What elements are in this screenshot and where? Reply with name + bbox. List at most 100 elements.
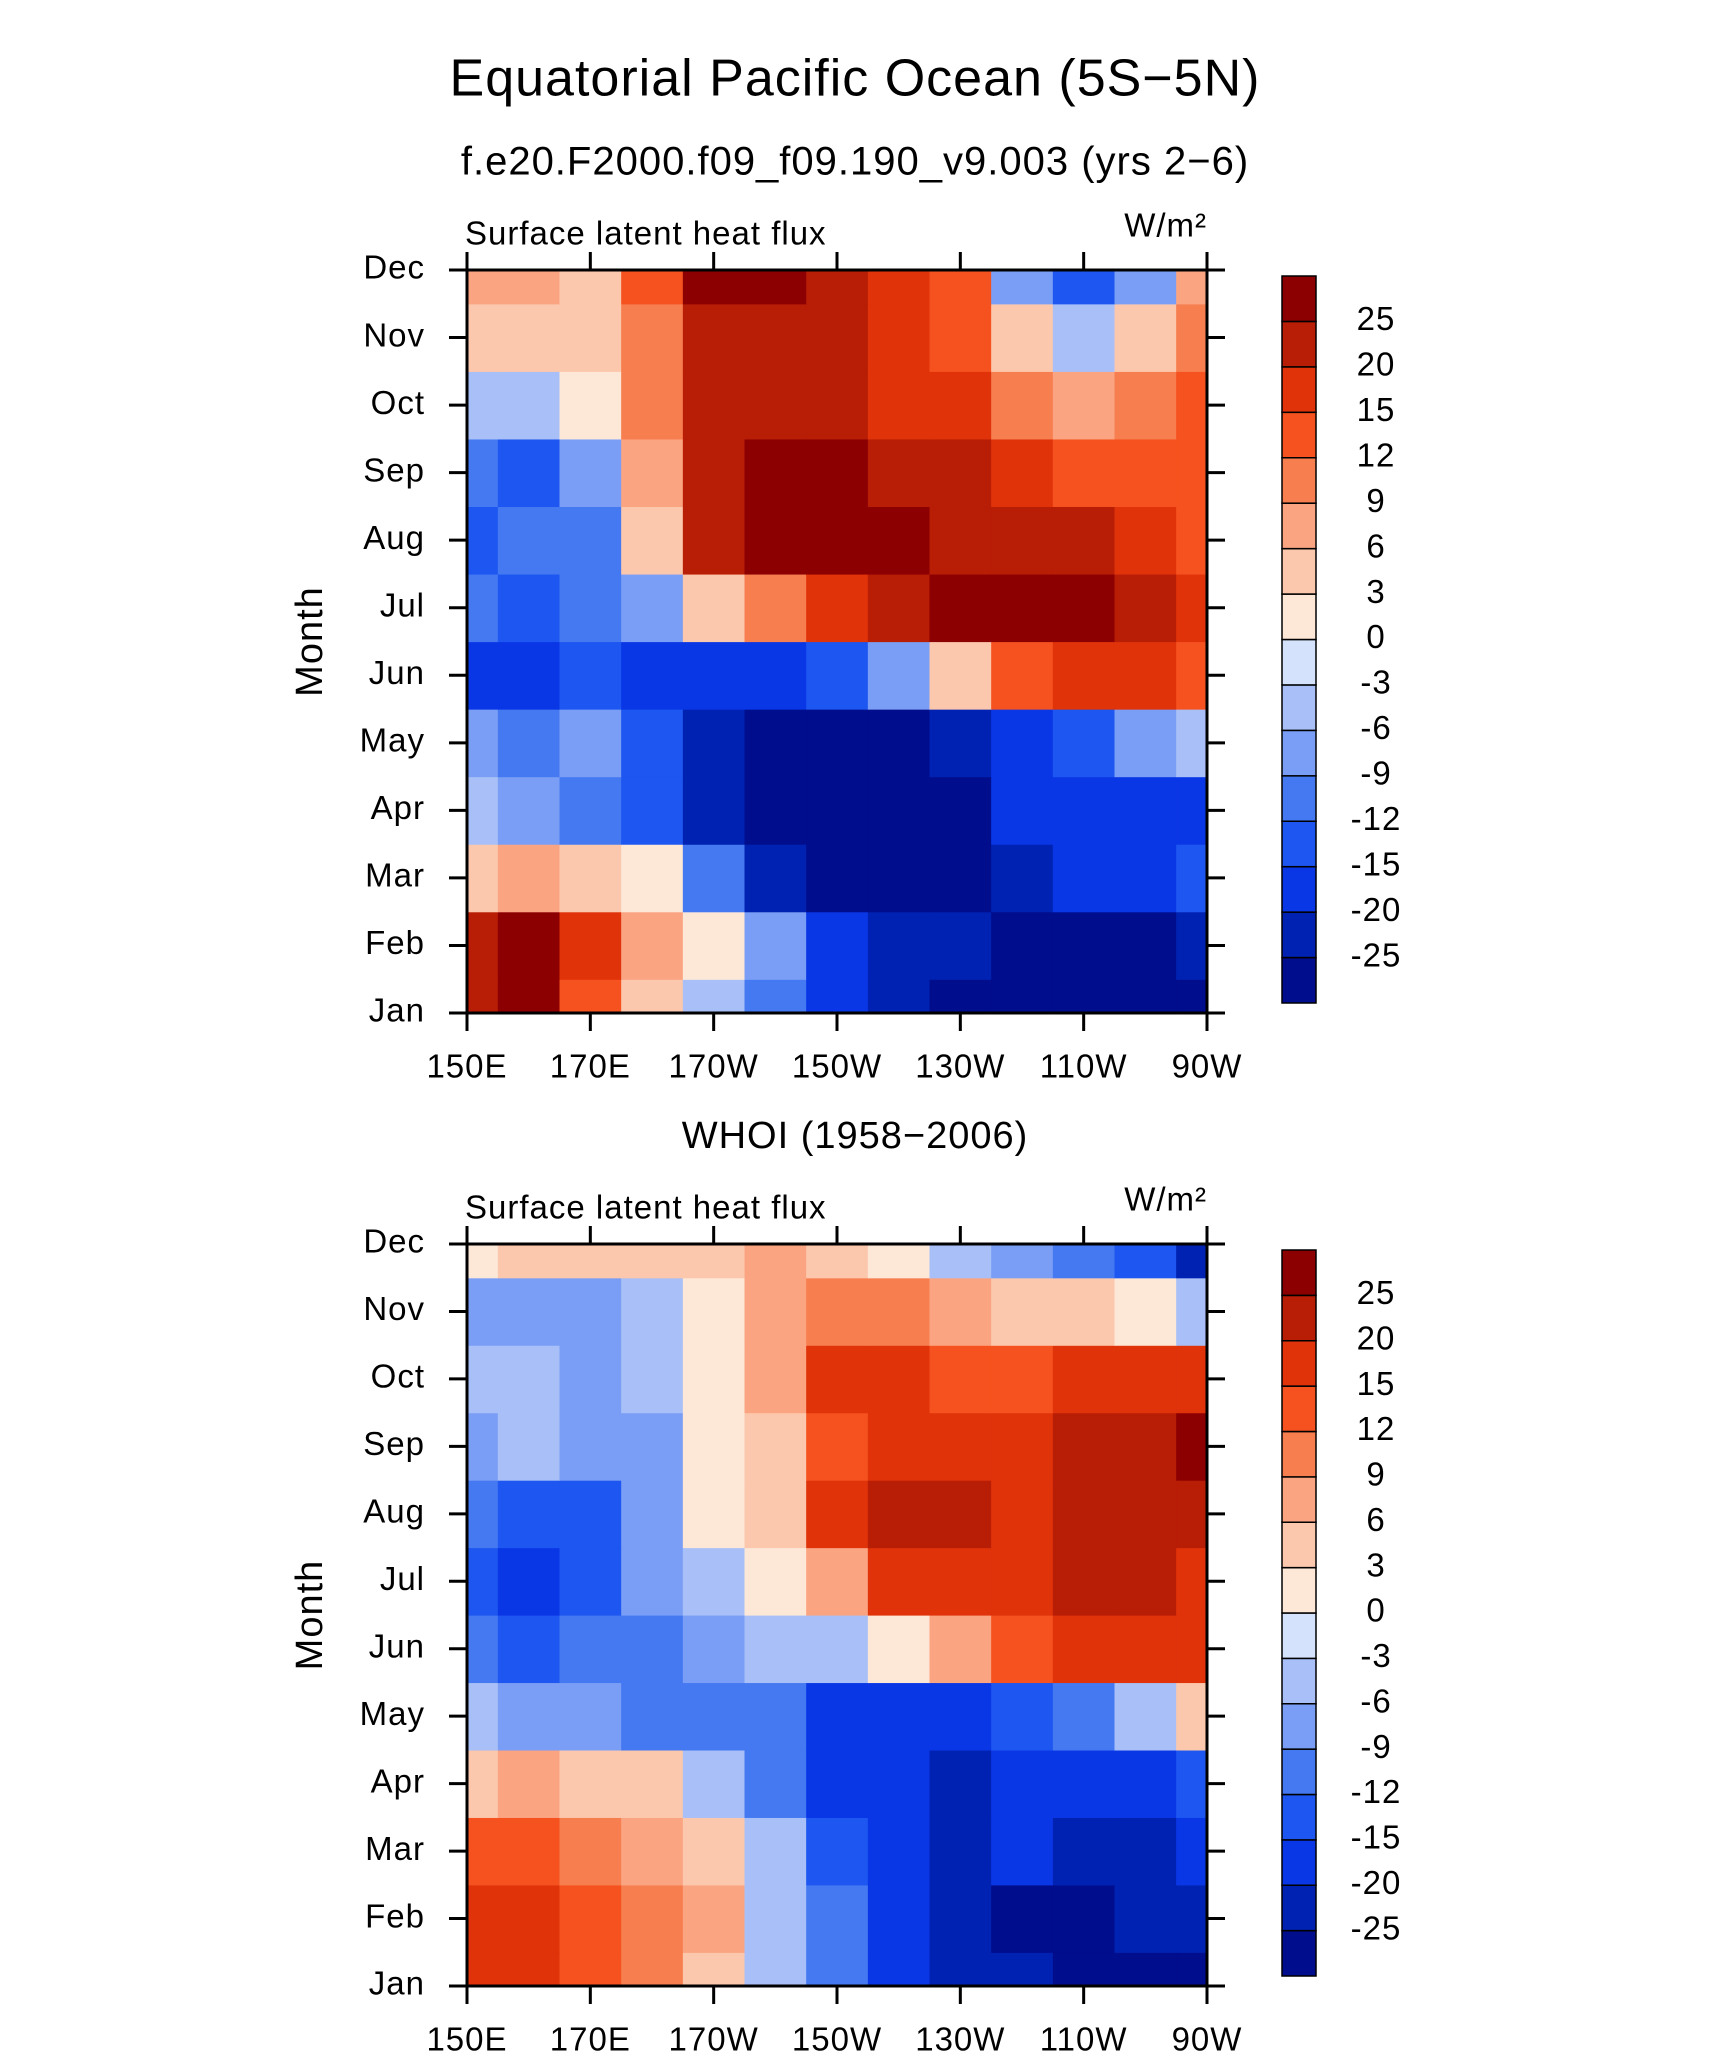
heat-cell xyxy=(559,911,622,980)
heat-cell xyxy=(1052,1817,1116,1886)
colorbar-label: -9 xyxy=(1360,1728,1391,1765)
heat-cell xyxy=(1114,1749,1177,1818)
heat-cell xyxy=(929,1817,992,1886)
heat-cell xyxy=(682,1884,746,1953)
heat-cell xyxy=(744,270,807,305)
y-tick-label: Sep xyxy=(363,1425,425,1462)
heat-cell xyxy=(806,911,869,980)
y-tick-label: Jun xyxy=(369,654,425,691)
heat-cell xyxy=(806,1749,869,1818)
heat-cell xyxy=(744,776,807,845)
heat-cell xyxy=(744,1615,807,1684)
heat-cell xyxy=(744,641,807,710)
heat-cell xyxy=(1176,371,1208,440)
colorbar-box xyxy=(1281,1476,1317,1523)
heat-cell xyxy=(991,1412,1054,1481)
heat-cell xyxy=(929,844,992,913)
colorbar-box xyxy=(1281,1793,1317,1841)
colorbar-box xyxy=(1281,593,1317,641)
heat-cell xyxy=(559,979,622,1014)
heat-cell xyxy=(467,1884,499,1953)
heat-cell xyxy=(929,1615,992,1684)
colorbar-box xyxy=(1281,1839,1317,1886)
heat-cell xyxy=(744,1480,807,1549)
heat-cell xyxy=(621,709,684,778)
heat-cell xyxy=(1052,709,1116,778)
x-tick-label: 170W xyxy=(669,1048,759,1085)
heat-cell xyxy=(1114,1682,1177,1751)
heat-cell xyxy=(497,303,561,372)
heat-cell xyxy=(467,1277,499,1346)
heat-cell xyxy=(497,1345,561,1414)
colorbar-label: 20 xyxy=(1357,1319,1396,1356)
heat-cell xyxy=(621,1682,684,1751)
heat-cell xyxy=(744,1277,807,1346)
heat-cell xyxy=(1052,911,1116,980)
heat-cell xyxy=(682,1345,746,1414)
heat-cell xyxy=(1114,709,1177,778)
heat-cell xyxy=(744,438,807,508)
heat-cell xyxy=(806,270,869,305)
heat-cell xyxy=(929,1277,992,1346)
heat-cell xyxy=(744,1749,807,1818)
heat-cell xyxy=(621,911,684,980)
colorbar-label: 15 xyxy=(1357,391,1396,428)
heat-cell xyxy=(559,1884,622,1953)
x-tick-label: 170E xyxy=(550,1048,631,1085)
colorbar-box xyxy=(1281,1703,1317,1750)
heat-cell xyxy=(929,1952,992,1987)
heat-cell xyxy=(806,844,869,913)
colorbar-label: -15 xyxy=(1351,1819,1402,1856)
heat-cell xyxy=(559,438,622,508)
heat-cell xyxy=(744,844,807,913)
heat-cell xyxy=(991,1345,1054,1414)
y-tick-label: Apr xyxy=(371,789,425,826)
heat-cell xyxy=(991,1244,1054,1279)
heat-cell xyxy=(991,709,1054,778)
heat-cell xyxy=(991,1817,1054,1886)
heat-cell xyxy=(467,776,499,845)
heat-cell xyxy=(559,1345,622,1414)
colorbar-box xyxy=(1281,411,1317,459)
heat-cell xyxy=(621,844,684,913)
heat-cell xyxy=(867,1244,931,1279)
heat-cell xyxy=(1176,1884,1208,1953)
heat-cell xyxy=(1052,1244,1116,1279)
heat-cell xyxy=(467,573,499,643)
heat-cell xyxy=(497,776,561,845)
heat-cell xyxy=(467,709,499,778)
heat-cell xyxy=(867,1547,931,1616)
colorbar-box xyxy=(1281,684,1317,732)
colorbar-label: -6 xyxy=(1360,709,1391,746)
colorbar-box xyxy=(1281,1566,1317,1614)
heat-cell xyxy=(744,709,807,778)
heat-cell xyxy=(467,1952,499,1987)
y-tick-label: Aug xyxy=(363,1493,425,1530)
heat-cell xyxy=(682,506,746,575)
heat-cell xyxy=(621,1547,684,1616)
heat-cell xyxy=(991,776,1054,845)
heat-cell xyxy=(497,1277,561,1346)
heat-cell xyxy=(806,776,869,845)
x-tick-label: 90W xyxy=(1172,1048,1243,1085)
heat-cell xyxy=(1114,506,1177,575)
heat-cell xyxy=(806,1952,869,1987)
heat-cell xyxy=(806,438,869,508)
heat-cell xyxy=(744,371,807,440)
heat-cell xyxy=(621,1345,684,1414)
heat-cell xyxy=(682,270,746,305)
heat-cell xyxy=(1052,506,1116,575)
heat-cell xyxy=(621,506,684,575)
heat-cell xyxy=(497,1615,561,1684)
heat-cell xyxy=(867,1884,931,1953)
colorbar-label: 25 xyxy=(1357,1274,1396,1311)
heat-cell xyxy=(497,1817,561,1886)
heat-cell xyxy=(806,1480,869,1549)
heat-cell xyxy=(1176,573,1208,643)
field-label: Surface latent heat flux xyxy=(465,1189,827,1226)
heat-cell xyxy=(929,438,992,508)
heat-cell xyxy=(497,1952,561,1987)
heat-cell xyxy=(1114,573,1177,643)
colorbar-label: 6 xyxy=(1366,527,1385,564)
y-tick-label: Oct xyxy=(371,384,425,421)
